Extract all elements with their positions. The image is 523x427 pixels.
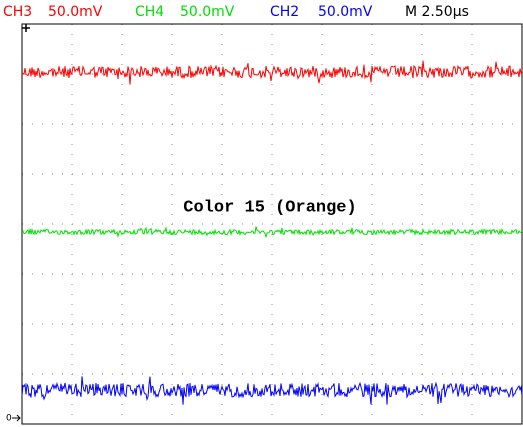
traces	[21, 60, 523, 405]
trace	[21, 60, 523, 85]
annotation: Color 15 (Orange)	[183, 198, 356, 217]
header: CH3 50.0mV CH4 50.0mV CH2 50.0mV M 2.50µs	[3, 4, 469, 20]
channel-scale: 50.0mV	[48, 4, 103, 20]
ground-arrow	[12, 414, 21, 422]
channel-name: CH4	[135, 4, 164, 20]
screen-border	[21, 23, 523, 425]
channel-name: CH3	[3, 4, 32, 20]
trace	[21, 376, 523, 405]
channel-scale: 50.0mV	[180, 4, 235, 20]
timebase: M 2.50µs	[405, 4, 469, 20]
ground-marker: 0	[6, 414, 12, 424]
channel-scale: 50.0mV	[318, 4, 373, 20]
trace	[21, 226, 523, 239]
trigger-cursor	[22, 24, 30, 32]
channel-name: CH2	[270, 4, 299, 20]
